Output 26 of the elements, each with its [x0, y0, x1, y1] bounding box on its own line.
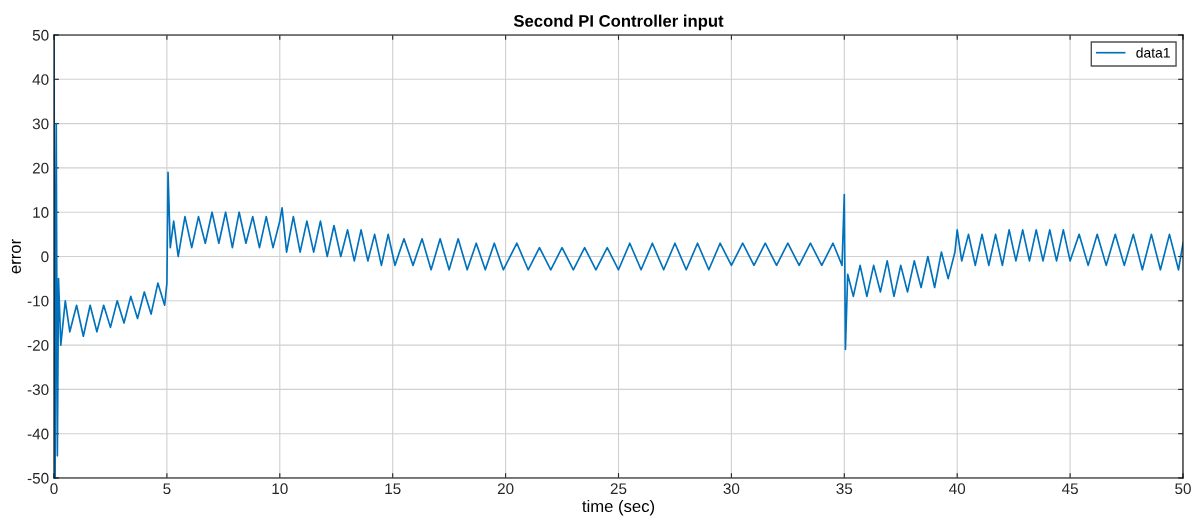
x-tick-label: 40 [949, 483, 966, 495]
x-tick-label: 10 [272, 483, 288, 495]
y-tick-label: 50 [32, 29, 49, 41]
x-tick-label: 25 [610, 483, 627, 495]
y-tick-label: 40 [32, 74, 49, 85]
x-tick-label: 50 [1175, 483, 1191, 495]
y-tick-label: -20 [27, 339, 49, 351]
x-tick-label: 20 [497, 483, 514, 495]
y-tick-label: 10 [33, 207, 49, 218]
y-tick-label: 20 [32, 162, 49, 174]
y-axis-title: error [11, 239, 21, 274]
y-tick-label: -30 [27, 384, 49, 396]
y-tick-label: 0 [41, 251, 49, 263]
y-tick-label: -10 [27, 295, 49, 307]
x-tick-label: 45 [1061, 483, 1078, 495]
legend-label: data1 [1136, 47, 1170, 58]
y-tick-label: -40 [27, 428, 49, 440]
x-axis-title: time (sec) [582, 499, 655, 516]
x-tick-label: 5 [163, 483, 171, 495]
y-tick-label: -50 [27, 472, 49, 484]
x-tick-label: 0 [50, 483, 58, 495]
x-tick-label: 35 [836, 483, 853, 495]
y-tick-label: 30 [32, 118, 49, 130]
chart-title: Second PI Controller input [513, 14, 724, 31]
x-tick-label: 15 [385, 483, 401, 495]
x-tick-label: 30 [723, 483, 740, 495]
